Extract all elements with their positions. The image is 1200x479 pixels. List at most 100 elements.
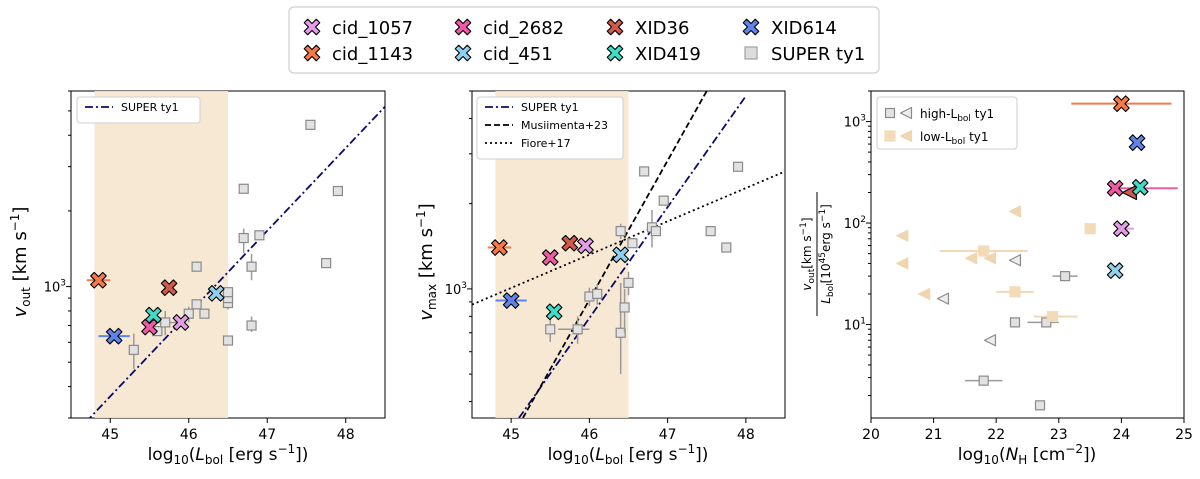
super-ty1-point — [627, 238, 638, 249]
source-cid-1057 — [1113, 220, 1134, 238]
top-legend-marker-3 — [454, 44, 472, 62]
super-ty1-point — [732, 161, 744, 172]
super-ty1-point — [128, 333, 139, 369]
fit-line-super-ty1 — [518, 95, 747, 418]
top-legend-marker-0-shape — [303, 18, 321, 36]
source-marker — [491, 239, 508, 256]
point-marker — [545, 324, 556, 335]
legend-marker-low-sq — [884, 130, 896, 142]
point-marker — [732, 161, 744, 172]
panel-1-ylabel: vout [km s−1] — [8, 207, 33, 318]
source-marker — [577, 237, 594, 255]
panel-3: 20 21 22 23 24 25 101 102 103 high-Lbol ty1 low-Lb… — [799, 90, 1193, 467]
source-xid419 — [545, 303, 563, 321]
low-lbol-point — [1084, 223, 1096, 235]
point-marker — [254, 230, 265, 241]
point-marker — [222, 287, 234, 298]
point-marker — [615, 327, 626, 338]
top-legend-label-1: cid_1143 — [332, 44, 413, 65]
super-ty1-point — [650, 226, 661, 237]
super-ty1-point — [721, 242, 732, 253]
super-ty1-point — [321, 257, 332, 269]
low-lbol-point — [1033, 310, 1078, 323]
point-marker — [238, 183, 249, 194]
super-ty1-point — [983, 334, 997, 347]
top-legend-marker-6-shape — [742, 18, 760, 36]
point-marker — [983, 334, 997, 347]
top-legend-item-cid-2682: cid_2682 — [454, 18, 564, 39]
axes: 45 46 47 48 103 SUPER ty1 — [44, 90, 355, 443]
point-marker — [1059, 271, 1071, 282]
source-cid-1143 — [1071, 95, 1172, 113]
svg-text:vout[km s−1]: vout[km s−1] — [799, 217, 817, 290]
point-marker — [1046, 310, 1059, 323]
point-marker — [1084, 223, 1096, 235]
point-marker — [619, 302, 630, 313]
source-marker-shape — [1106, 262, 1124, 279]
source-marker — [160, 279, 178, 297]
point-marker — [936, 292, 950, 305]
point-marker — [623, 277, 634, 289]
panel-2: 45 46 47 48 103 SUPER ty1 Musiimenta+23 Fiore+1… — [414, 90, 786, 467]
super-ty1-point — [592, 284, 603, 305]
point-marker — [1041, 317, 1052, 328]
panel-legend: SUPER ty1 — [76, 96, 201, 124]
point-marker — [305, 119, 316, 130]
super-ty1-point — [1034, 400, 1046, 411]
source-marker-shape — [561, 234, 579, 252]
source-marker-shape — [141, 318, 158, 336]
top-legend-item-cid-1143: cid_1143 — [303, 44, 413, 65]
source-marker — [545, 303, 563, 321]
source-marker — [1131, 178, 1149, 196]
source-marker-shape — [612, 246, 630, 264]
low-lbol-point — [896, 229, 909, 242]
point-marker — [246, 320, 257, 331]
point-marker — [918, 287, 931, 301]
super-ty1-point — [246, 316, 257, 332]
super-ty1-point — [332, 185, 343, 197]
top-legend-item-xid614: XID614 — [742, 18, 837, 39]
top-legend-marker-0 — [303, 18, 321, 36]
top-legend-label-6: XID614 — [771, 18, 837, 39]
super-ty1-point — [623, 271, 634, 296]
y-tick-label: 103 — [445, 281, 467, 298]
super-ty1-point — [658, 195, 669, 206]
super-ty1-point — [199, 308, 210, 319]
super-ty1-point — [191, 261, 202, 272]
source-marker-shape — [502, 292, 520, 309]
super-ty1-point — [1052, 271, 1078, 282]
super-ty1-point — [246, 253, 257, 281]
panel-legend-frame — [76, 96, 201, 124]
source-marker-shape — [1113, 220, 1130, 238]
point-marker — [238, 232, 249, 244]
point-marker — [983, 252, 997, 265]
source-marker — [1113, 220, 1130, 238]
panel-legend-label: Fiore+17 — [521, 137, 571, 150]
top-legend-label-0: cid_1057 — [332, 18, 413, 39]
top-legend-marker-5 — [606, 44, 624, 62]
source-marker-shape — [1131, 178, 1149, 196]
top-legend-marker-1 — [303, 44, 321, 62]
panel-legend-frame — [476, 96, 624, 160]
point-marker — [896, 257, 909, 270]
panel-2-ylabel: vmax [km s−1] — [414, 203, 439, 320]
super-ty1-point — [639, 166, 650, 177]
x-tick-label: 46 — [580, 427, 598, 443]
source-marker — [105, 327, 123, 345]
fit-line-fiore-17 — [472, 170, 785, 306]
point-marker — [1034, 400, 1046, 411]
super-ty1-point — [936, 292, 950, 305]
panel-3-ylabel: vout[km s−1] Lbol[1045erg s−1] — [799, 192, 836, 316]
point-marker — [1009, 286, 1021, 298]
top-legend-marker-6 — [742, 18, 760, 36]
source-marker — [145, 306, 162, 324]
source-cid-451 — [1106, 262, 1124, 279]
source-marker-shape — [1128, 134, 1146, 151]
source-cid-451 — [612, 246, 630, 264]
source-marker-shape — [545, 303, 563, 321]
point-marker — [321, 257, 332, 269]
point-marker — [658, 195, 669, 206]
top-legend: cid_1057 cid_1143 cid_2682 cid_451 XID36 XID4… — [288, 6, 880, 74]
top-legend-label-4: XID36 — [635, 18, 689, 39]
panel-legend: high-Lbol ty1 low-Lbol ty1 — [876, 96, 1018, 150]
